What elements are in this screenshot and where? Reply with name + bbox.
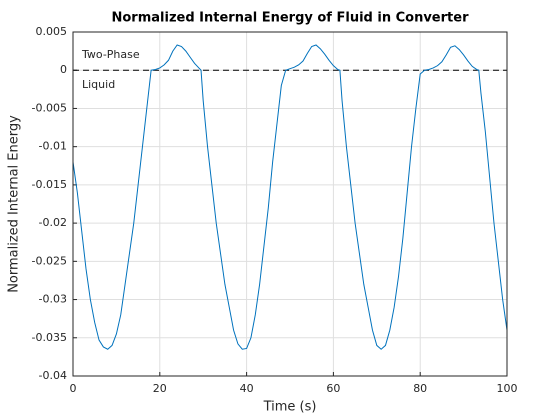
chart-title: Normalized Internal Energy of Fluid in C… xyxy=(112,11,470,26)
x-tick-label: 60 xyxy=(326,382,340,395)
y-tick-label: -0.005 xyxy=(32,101,67,114)
axes-box xyxy=(72,31,508,377)
y-tick-label: -0.03 xyxy=(39,293,67,306)
y-tick-label: -0.015 xyxy=(32,178,67,191)
y-tick-label: -0.025 xyxy=(32,254,67,267)
y-tick-label: -0.04 xyxy=(39,369,67,382)
y-tick-label: -0.02 xyxy=(39,216,67,229)
plot-area xyxy=(73,32,507,376)
x-tick-label: 80 xyxy=(413,382,427,395)
y-tick-label: 0.005 xyxy=(36,25,68,38)
x-tick-label: 40 xyxy=(240,382,254,395)
x-tick-label: 100 xyxy=(497,382,518,395)
y-tick-label: -0.035 xyxy=(32,331,67,344)
y-tick-label: -0.01 xyxy=(39,140,67,153)
annotation: Two-Phase xyxy=(81,48,140,61)
y-axis-label: Normalized Internal Energy xyxy=(7,115,22,293)
x-tick-label: 20 xyxy=(153,382,167,395)
annotation: Liquid xyxy=(82,78,115,91)
data-line xyxy=(72,44,508,350)
y-tick-label: 0 xyxy=(60,63,67,76)
x-tick-label: 0 xyxy=(70,382,77,395)
x-axis-label: Time (s) xyxy=(263,400,317,415)
